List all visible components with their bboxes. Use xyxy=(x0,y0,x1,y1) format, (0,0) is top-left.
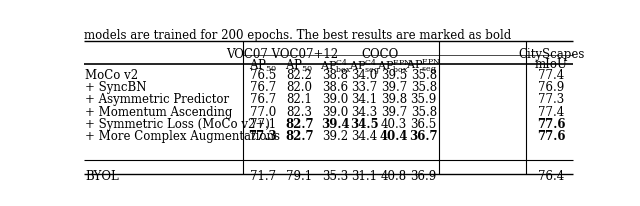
Text: 35.3: 35.3 xyxy=(322,170,349,183)
Text: 38.6: 38.6 xyxy=(323,81,348,94)
Text: 39.8: 39.8 xyxy=(381,93,407,106)
Text: $\mathregular{AP^{C4}_{box}}$: $\mathregular{AP^{C4}_{box}}$ xyxy=(319,58,351,75)
Text: 35.8: 35.8 xyxy=(411,69,436,82)
Text: models are trained for 200 epochs. The best results are marked as bold: models are trained for 200 epochs. The b… xyxy=(84,29,511,42)
Text: 79.1: 79.1 xyxy=(286,170,312,183)
Text: 38.8: 38.8 xyxy=(323,69,348,82)
Text: 82.2: 82.2 xyxy=(286,69,312,82)
Text: 34.1: 34.1 xyxy=(351,93,378,106)
Text: 35.8: 35.8 xyxy=(411,105,436,119)
Text: $\mathregular{AP^{C4}_{seg}}$: $\mathregular{AP^{C4}_{seg}}$ xyxy=(349,58,380,78)
Text: 39.7: 39.7 xyxy=(381,105,407,119)
Text: VOC07 VOC07+12: VOC07 VOC07+12 xyxy=(227,48,339,61)
Text: COCO: COCO xyxy=(361,48,398,61)
Text: 82.0: 82.0 xyxy=(286,81,312,94)
Text: 82.7: 82.7 xyxy=(285,130,314,143)
Text: 34.3: 34.3 xyxy=(351,105,378,119)
Text: 76.7: 76.7 xyxy=(250,81,276,94)
Text: 77.0: 77.0 xyxy=(250,105,276,119)
Text: 36.9: 36.9 xyxy=(411,170,437,183)
Text: MoCo v2: MoCo v2 xyxy=(85,69,138,82)
Text: 77.1: 77.1 xyxy=(250,118,276,131)
Text: 39.5: 39.5 xyxy=(381,69,407,82)
Text: $\mathregular{AP^{FPN}_{box}}$: $\mathregular{AP^{FPN}_{box}}$ xyxy=(376,58,412,75)
Text: 77.6: 77.6 xyxy=(537,130,566,143)
Text: 34.0: 34.0 xyxy=(351,69,378,82)
Text: 40.8: 40.8 xyxy=(381,170,407,183)
Text: mIoU: mIoU xyxy=(535,58,568,71)
Text: 76.9: 76.9 xyxy=(538,81,564,94)
Text: 77.6: 77.6 xyxy=(537,118,566,131)
Text: $\mathregular{AP_{50}}$: $\mathregular{AP_{50}}$ xyxy=(285,58,314,74)
Text: 82.3: 82.3 xyxy=(286,105,312,119)
Text: 71.7: 71.7 xyxy=(250,170,276,183)
Text: 39.7: 39.7 xyxy=(381,81,407,94)
Text: 40.4: 40.4 xyxy=(380,130,408,143)
Text: 76.7: 76.7 xyxy=(250,93,276,106)
Text: 39.2: 39.2 xyxy=(323,130,348,143)
Text: + SyncBN: + SyncBN xyxy=(85,81,147,94)
Text: 36.7: 36.7 xyxy=(410,130,438,143)
Text: + Asymmetric Predictor: + Asymmetric Predictor xyxy=(85,93,230,106)
Text: + Momentum Ascending: + Momentum Ascending xyxy=(85,105,233,119)
Text: + More Complex Augmentations: + More Complex Augmentations xyxy=(85,130,280,143)
Text: 35.9: 35.9 xyxy=(411,93,437,106)
Text: 77.3: 77.3 xyxy=(538,93,564,106)
Text: BYOL: BYOL xyxy=(85,170,119,183)
Text: 36.5: 36.5 xyxy=(411,118,437,131)
Text: $\mathregular{AP_{50}}$: $\mathregular{AP_{50}}$ xyxy=(249,58,277,74)
Text: 40.3: 40.3 xyxy=(381,118,407,131)
Text: 77.4: 77.4 xyxy=(538,105,564,119)
Text: 76.4: 76.4 xyxy=(538,170,564,183)
Text: $\mathregular{AP^{FPN}_{seg}}$: $\mathregular{AP^{FPN}_{seg}}$ xyxy=(406,58,441,77)
Text: CityScapes: CityScapes xyxy=(518,48,584,61)
Text: 34.4: 34.4 xyxy=(351,130,378,143)
Text: 39.0: 39.0 xyxy=(322,105,349,119)
Text: 77.3: 77.3 xyxy=(248,130,277,143)
Text: 33.7: 33.7 xyxy=(351,81,378,94)
Text: 82.1: 82.1 xyxy=(286,93,312,106)
Text: 77.4: 77.4 xyxy=(538,69,564,82)
Text: 39.0: 39.0 xyxy=(322,93,349,106)
Text: 34.5: 34.5 xyxy=(350,118,379,131)
Text: 39.4: 39.4 xyxy=(321,118,349,131)
Text: + Symmetric Loss (MoCo v2+): + Symmetric Loss (MoCo v2+) xyxy=(85,118,270,131)
Text: 76.5: 76.5 xyxy=(250,69,276,82)
Text: 82.7: 82.7 xyxy=(285,118,314,131)
Text: 31.1: 31.1 xyxy=(351,170,378,183)
Text: 35.8: 35.8 xyxy=(411,81,436,94)
